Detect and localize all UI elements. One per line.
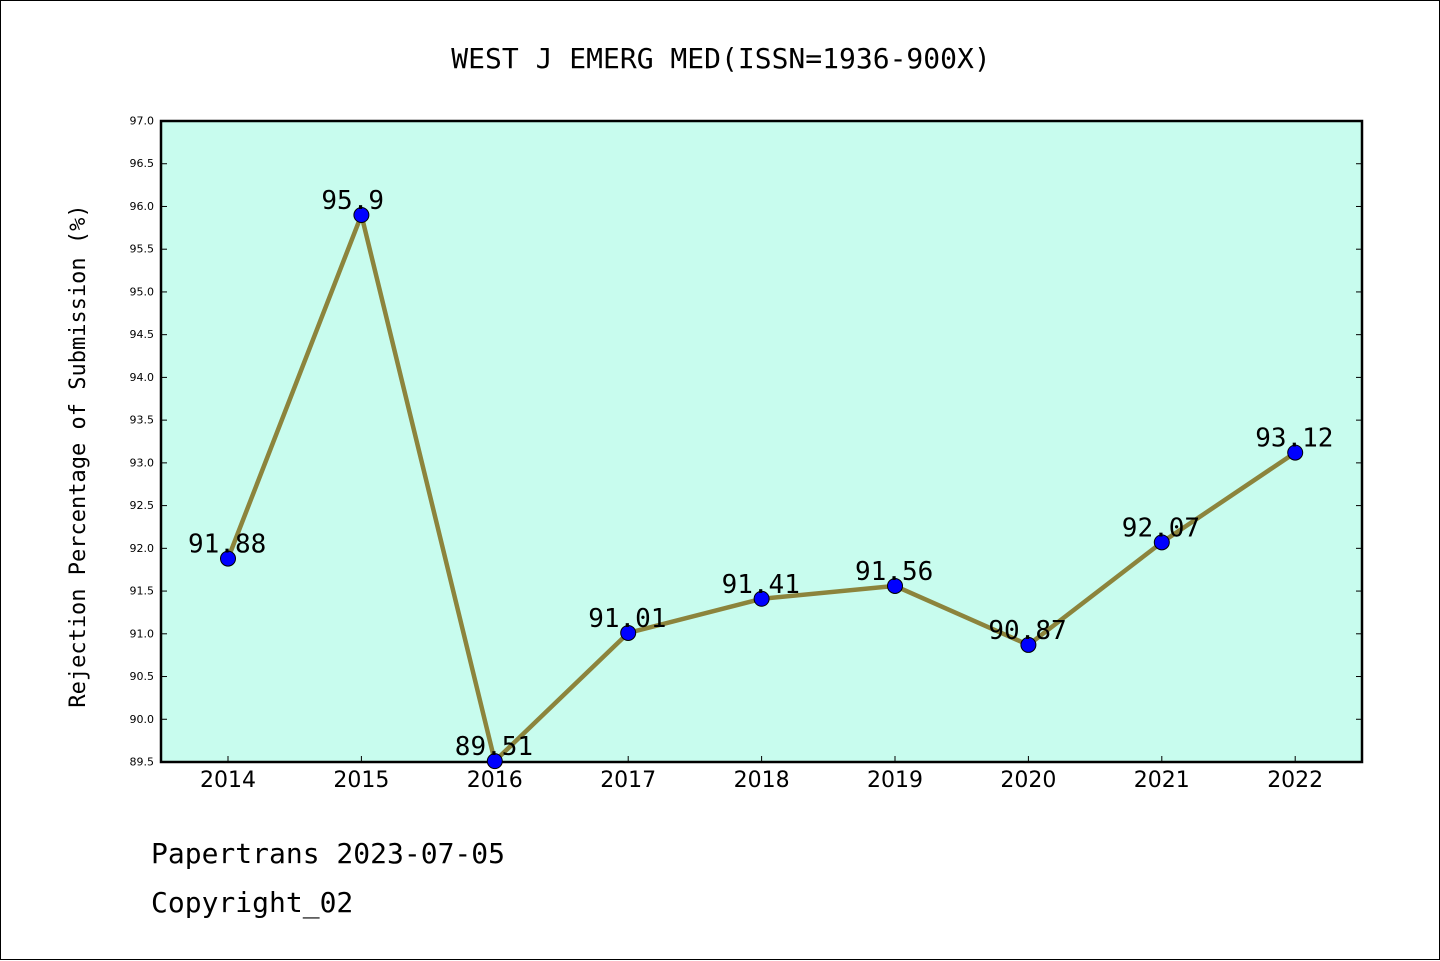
- data-label: 91.56: [855, 557, 933, 587]
- data-point: [1153, 534, 1170, 551]
- data-point: [1020, 636, 1037, 653]
- x-tick-label: 2021: [1134, 768, 1190, 793]
- x-tick-label: 2015: [333, 768, 389, 793]
- y-tick-label: 92.5: [130, 499, 155, 512]
- data-label: 90.87: [988, 616, 1066, 646]
- y-tick-label: 90.5: [130, 670, 155, 683]
- data-label: 95.9: [321, 186, 384, 216]
- data-label: 91.88: [188, 530, 266, 560]
- data-label: 92.07: [1122, 513, 1200, 543]
- x-tick-label: 2017: [600, 768, 656, 793]
- y-axis-label: Rejection Percentage of Submission (%): [66, 204, 91, 707]
- x-tick-label: 2018: [734, 768, 790, 793]
- data-label: 93.12: [1255, 424, 1333, 454]
- x-tick-label: 2014: [200, 768, 256, 793]
- y-tick-label: 93.5: [130, 414, 155, 427]
- data-point: [753, 590, 770, 607]
- data-point: [486, 753, 503, 770]
- y-tick-label: 92.0: [130, 542, 155, 555]
- data-point: [220, 550, 236, 567]
- data-label: 91.01: [588, 604, 666, 634]
- series-layer: 91.88 95.9 89.51 91.01 91.41 91.56 90.87 92.07 9…: [188, 186, 1333, 770]
- data-point: [1287, 444, 1304, 461]
- footer-copyright-text: Copyright_02: [151, 886, 354, 919]
- y-axis: 89.5 90.0 90.5 91.0 91.5 92.0 92.5 93.0 93.5 94.0…: [130, 115, 1362, 769]
- y-tick-label: 93.0: [130, 456, 155, 469]
- y-tick-label: 91.0: [130, 627, 155, 640]
- y-tick-label: 94.0: [130, 371, 155, 384]
- plot-area: [159, 119, 1364, 764]
- footer-date-text: Papertrans 2023-07-05: [151, 837, 506, 870]
- y-tick-label: 96.0: [130, 200, 155, 213]
- x-tick-label: 2019: [867, 768, 923, 793]
- data-point: [887, 577, 903, 594]
- chart-title: WEST J EMERG MED(ISSN=1936-900X): [451, 42, 990, 75]
- y-tick-label: 95.5: [130, 243, 155, 256]
- x-tick-label: 2016: [467, 768, 523, 793]
- y-tick-label: 96.5: [130, 157, 155, 170]
- data-point: [620, 624, 637, 641]
- y-tick-label: 91.5: [130, 585, 155, 598]
- data-label: 91.41: [722, 570, 800, 600]
- data-label: 89.51: [455, 732, 533, 762]
- y-tick-label: 97.0: [130, 115, 155, 128]
- y-tick-label: 89.5: [130, 756, 155, 769]
- data-point: [353, 207, 370, 224]
- x-axis: 2014 2015 2016 2017 2018 2019 2020 2021 2022: [200, 756, 1323, 793]
- y-tick-label: 94.5: [130, 328, 155, 341]
- y-tick-label: 90.0: [130, 713, 155, 726]
- x-tick-label: 2020: [1000, 768, 1056, 793]
- y-tick-label: 95.0: [130, 285, 155, 298]
- x-tick-label: 2022: [1267, 768, 1323, 793]
